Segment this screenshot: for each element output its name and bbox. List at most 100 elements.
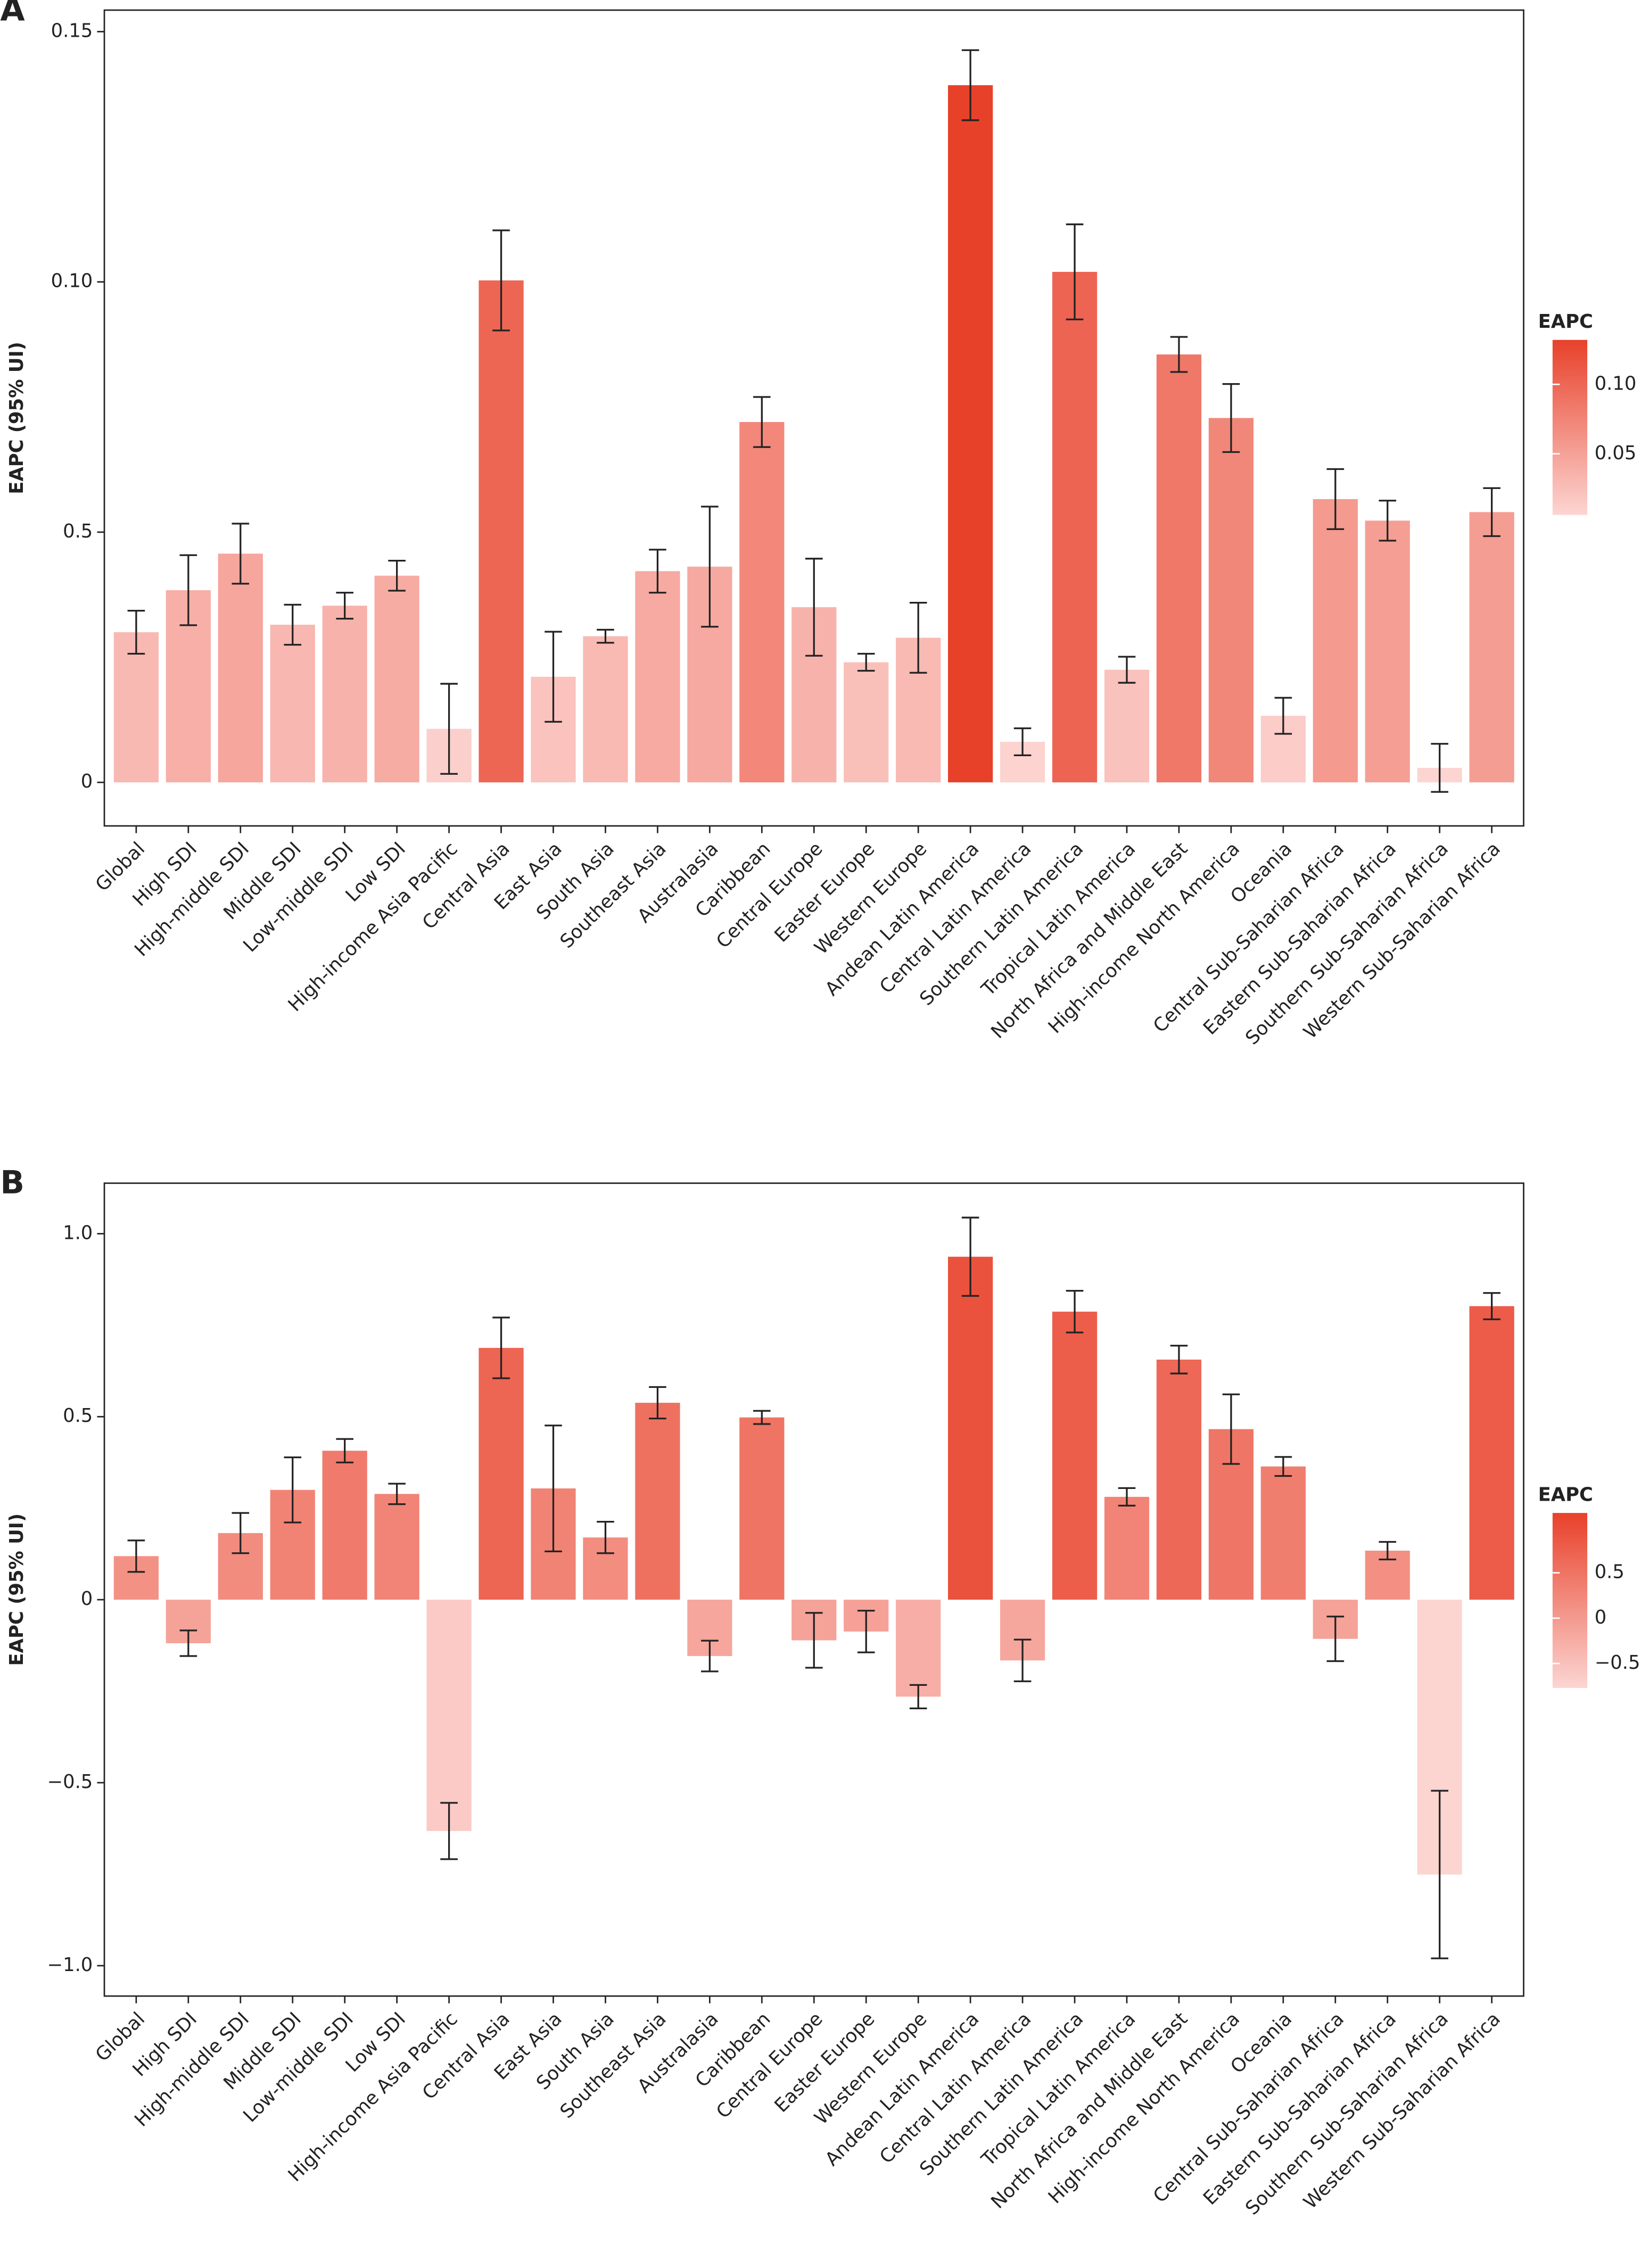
error-bar [597,1520,614,1554]
bar [374,575,419,783]
bar [739,1417,785,1600]
error-bar [961,1216,979,1297]
error-bar [1326,1616,1345,1662]
error-bar [1118,656,1136,684]
bar [1313,499,1358,783]
error-bar [232,1512,250,1554]
error-bar [127,609,145,655]
error-bar [388,1483,406,1505]
error-bar [1379,500,1397,542]
bar [322,606,367,783]
legend-title: EAPC [1538,311,1593,333]
bar [1208,418,1254,783]
error-bar [1274,1456,1292,1477]
error-bar [179,1629,197,1657]
error-bar [1013,1638,1032,1683]
plot-frame [103,1182,1524,1997]
error-bar [1066,223,1084,320]
error-bar [857,1610,875,1653]
error-bar [440,1802,458,1860]
y-tick-label: −0.5 [47,1771,93,1793]
colorbar-tick-label: 0.10 [1595,373,1637,394]
bar [1260,1466,1306,1600]
bar [1365,520,1410,783]
bar [1104,669,1150,783]
y-axis-label: EAPC (95% UI) [6,342,28,494]
x-tick-label: Central Sub-Saharian Africa [1149,2008,1348,2207]
bar [635,571,680,783]
error-bar [492,1317,510,1379]
bar [270,624,315,783]
y-tick-label: 0.15 [51,20,93,42]
y-tick-label: 0 [81,771,93,792]
bar [896,1600,941,1697]
y-tick-label: 0.5 [63,520,93,542]
error-bar [701,1640,719,1673]
y-tick-label: −1.0 [47,1954,93,1976]
error-bar [1118,1487,1136,1507]
error-bar [909,601,927,674]
bar [948,85,993,783]
error-bar [701,506,719,628]
error-bar [179,554,197,626]
error-bar [284,603,302,646]
bar [1469,512,1514,783]
error-bar [1483,1292,1500,1320]
error-bar [1170,336,1188,373]
x-tick-label: Central Sub-Saharian Africa [1149,838,1348,1037]
error-bar [545,631,562,723]
error-bar [597,628,614,644]
error-bar [1379,1541,1397,1561]
bar [844,662,889,783]
bar [322,1451,367,1600]
error-bar [1170,1345,1188,1375]
error-bar [753,1410,771,1425]
error-bar [909,1684,927,1710]
error-bar [1274,697,1292,735]
error-bar [232,523,250,585]
bar [1469,1306,1514,1600]
bar [374,1494,419,1600]
bar [1052,1311,1098,1600]
bar [218,553,263,783]
error-bar [1431,743,1449,793]
bar [1156,354,1202,783]
error-bar [1483,487,1500,537]
error-bar [753,396,771,448]
colorbar-tick-label: 0.05 [1595,442,1637,464]
error-bar [649,1386,666,1420]
bar [479,1347,524,1600]
error-bar [1013,727,1032,757]
bar [1104,1496,1150,1600]
bar [739,422,785,783]
colorbar [1552,340,1588,515]
panel-label: A [0,0,24,28]
colorbar [1552,1513,1588,1688]
bar [583,636,628,783]
error-bar [336,592,354,620]
y-tick-label: 0 [81,1588,93,1610]
colorbar-tick-label: −0.5 [1595,1652,1640,1674]
error-bar [440,683,458,775]
y-tick-label: 1.0 [63,1222,93,1244]
error-bar [336,1438,354,1463]
error-bar [545,1425,562,1552]
error-bar [857,652,875,672]
error-bar [961,49,979,121]
legend-title: EAPC [1538,1484,1593,1506]
colorbar-tick-label: 0.5 [1595,1561,1624,1583]
colorbar-tick-label: 0 [1595,1607,1606,1628]
y-tick-label: 0.5 [63,1405,93,1427]
error-bar [388,559,406,592]
bar [948,1256,993,1600]
bar [113,632,159,783]
bar [635,1403,680,1600]
error-bar [1222,383,1240,453]
error-bar [649,549,666,594]
bar [1156,1359,1202,1600]
error-bar [1222,1393,1240,1465]
error-bar [1066,1289,1084,1334]
error-bar [805,1612,823,1669]
bar [1052,271,1098,783]
